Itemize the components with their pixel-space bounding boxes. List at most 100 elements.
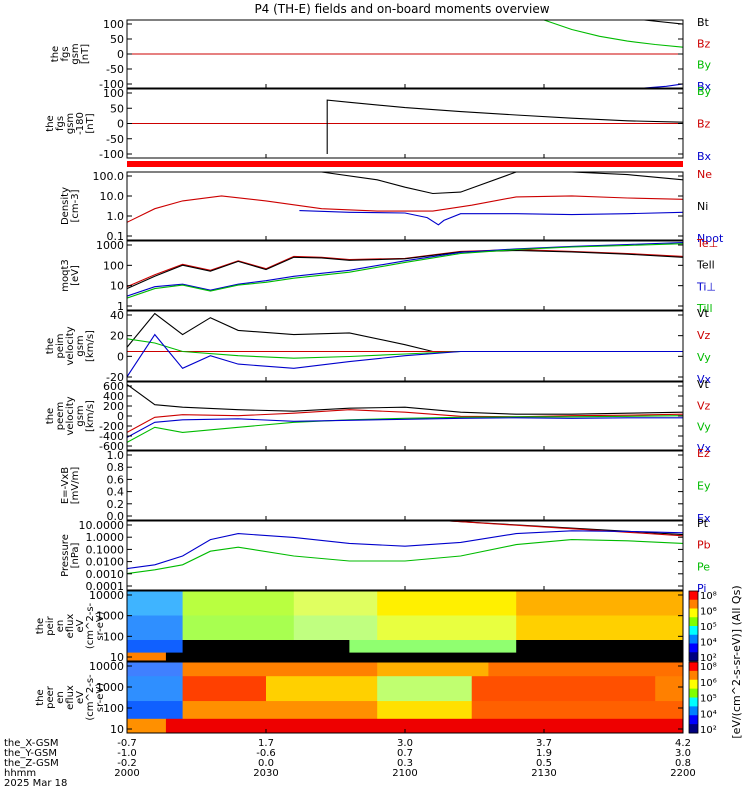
y-tick-label: 1000 bbox=[96, 239, 124, 252]
y-axis-label-line: eflux bbox=[65, 614, 76, 639]
legend-entry: Ex bbox=[697, 512, 711, 525]
series-line-tell bbox=[126, 249, 684, 290]
y-axis-label-line: gsm bbox=[70, 43, 81, 64]
y-tick-label: 0.1 bbox=[107, 230, 125, 243]
heatmap-cell bbox=[127, 652, 167, 662]
series-line-bt bbox=[644, 19, 684, 25]
series-line-bt bbox=[326, 99, 684, 154]
y-tick-label: 400 bbox=[103, 390, 124, 403]
y-axis-label-line: velocity bbox=[65, 396, 76, 435]
y-tick-label: 40 bbox=[110, 309, 124, 322]
y-tick-label: 10.0 bbox=[100, 190, 125, 203]
series-line-till bbox=[126, 243, 684, 299]
y-axis-label-line: en bbox=[55, 620, 66, 633]
series-line-bx bbox=[644, 83, 684, 89]
footer-value: 0.7 bbox=[397, 748, 413, 759]
y-tick-label: 100 bbox=[103, 87, 124, 100]
y-tick-label: 10000 bbox=[89, 660, 124, 673]
series-line-vz bbox=[126, 409, 684, 433]
y-tick-label: 0.1000 bbox=[86, 543, 125, 556]
colorbar-tick-label: 10⁴ bbox=[700, 638, 717, 649]
panel-fgs: Bt Bz By Bx 100 50 0 -50 -100 the fgs gsm [nT] bbox=[50, 16, 712, 93]
colorbar-label: [eV/(cm^2-s-sr-eV)] (All Qs) bbox=[730, 585, 743, 738]
heatmap-cell bbox=[471, 701, 684, 720]
y-tick-label: 0.0001 bbox=[86, 580, 125, 593]
heatmap-cell bbox=[165, 652, 684, 662]
series-line-ne bbox=[126, 195, 684, 223]
footer-value: 2000 bbox=[114, 768, 139, 779]
colorbar-swatch bbox=[689, 688, 698, 698]
series-line-ni bbox=[321, 171, 684, 195]
y-axis-label-line: Pressure bbox=[60, 534, 71, 577]
y-tick-label: 100 bbox=[103, 18, 124, 31]
colorbar-swatch bbox=[689, 591, 698, 601]
y-axis-label-line: peim bbox=[55, 333, 66, 358]
y-tick-label: 1.0000 bbox=[86, 531, 125, 544]
y-tick-label: 100 bbox=[103, 702, 124, 715]
panel-frame bbox=[126, 240, 684, 311]
legend-entry: By bbox=[697, 85, 712, 98]
y-axis-label: the peem velocity gsm [km/s] bbox=[45, 396, 96, 435]
y-axis-label-line: the bbox=[35, 689, 46, 705]
y-axis-label-line: [nT] bbox=[80, 44, 91, 64]
y-axis-label-line: E=-VxB bbox=[60, 467, 71, 504]
legend-entry: Ne bbox=[697, 168, 712, 181]
y-tick-label: 10000 bbox=[89, 589, 124, 602]
heatmap-cell bbox=[293, 591, 378, 616]
footer-row-label: the_Z-GSM bbox=[4, 758, 59, 769]
footer-value: 2130 bbox=[531, 768, 556, 779]
footer-value: 0.3 bbox=[397, 758, 413, 769]
series-line-vx bbox=[126, 417, 683, 438]
legend-entry: Tell bbox=[696, 259, 715, 272]
legend-entry: Pe bbox=[697, 560, 710, 573]
heatmap-cell bbox=[182, 676, 267, 702]
heatmap-cell bbox=[377, 662, 489, 677]
series-line-pi bbox=[126, 530, 684, 570]
y-tick-label: 200 bbox=[103, 400, 124, 413]
footer-row-label: 2025 Mar 18 bbox=[4, 778, 67, 789]
y-tick-label: 1.0 bbox=[107, 210, 125, 223]
y-tick-label: 1 bbox=[117, 300, 124, 313]
y-axis-label-line: Density bbox=[60, 187, 71, 225]
colorbar-frame bbox=[688, 661, 699, 734]
y-axis-label-line: (cm^2-s- bbox=[85, 602, 96, 649]
colorbar-swatch bbox=[689, 670, 698, 681]
colorbar-swatch bbox=[689, 626, 698, 636]
y-tick-label: 20 bbox=[110, 330, 124, 343]
footer-row-label: the_Y-GSM bbox=[4, 748, 57, 759]
y-axis-label-line: eflux bbox=[65, 685, 76, 710]
panel-spec_i: 10⁸ 10⁶ 10⁵ 10⁴ 10² 10000 1000 100 10 the peir en ef… bbox=[35, 589, 717, 664]
y-axis-label-line: (cm^2-s- bbox=[85, 674, 96, 721]
y-tick-label: 0.0 bbox=[107, 510, 125, 523]
colorbar-tick-label: 10⁶ bbox=[700, 678, 717, 689]
y-axis-label-line: moqt3 bbox=[60, 259, 71, 292]
legend-entry: Ni bbox=[697, 200, 708, 213]
heatmap-cell bbox=[471, 676, 656, 702]
heatmap-cell bbox=[127, 718, 167, 734]
colorbar-swatch bbox=[689, 724, 698, 734]
heatmap-cell bbox=[182, 640, 350, 654]
y-axis-label-line: peer bbox=[45, 685, 56, 709]
heatmap-cell bbox=[127, 676, 184, 702]
panel-frame bbox=[126, 310, 684, 382]
series-line-vt bbox=[126, 384, 684, 415]
colorbar-swatch bbox=[689, 697, 698, 707]
heatmap-cell bbox=[377, 701, 473, 720]
series-line-pb bbox=[449, 520, 684, 537]
y-axis-label-line: fgs bbox=[55, 116, 66, 131]
y-tick-label: 10 bbox=[110, 723, 124, 736]
legend-entry: Vx bbox=[697, 373, 712, 386]
y-axis-label-line: the bbox=[45, 408, 56, 424]
y-tick-label: 10 bbox=[110, 651, 124, 664]
legend-entry: Ez bbox=[697, 447, 710, 460]
y-axis-label: the fgs gsm [nT] bbox=[50, 43, 91, 64]
y-axis-label-line: gsm bbox=[65, 113, 76, 134]
figure-title: P4 (TH-E) fields and on-board moments ov… bbox=[254, 2, 549, 16]
colorbar-swatch bbox=[689, 652, 698, 662]
footer-value: 2200 bbox=[670, 768, 695, 779]
colorbar-frame bbox=[688, 590, 699, 662]
y-tick-label: 10.0000 bbox=[79, 519, 125, 532]
y-tick-label: 10 bbox=[110, 280, 124, 293]
legend-entry: Bx bbox=[697, 150, 712, 163]
footer-value: 3.0 bbox=[397, 738, 413, 749]
